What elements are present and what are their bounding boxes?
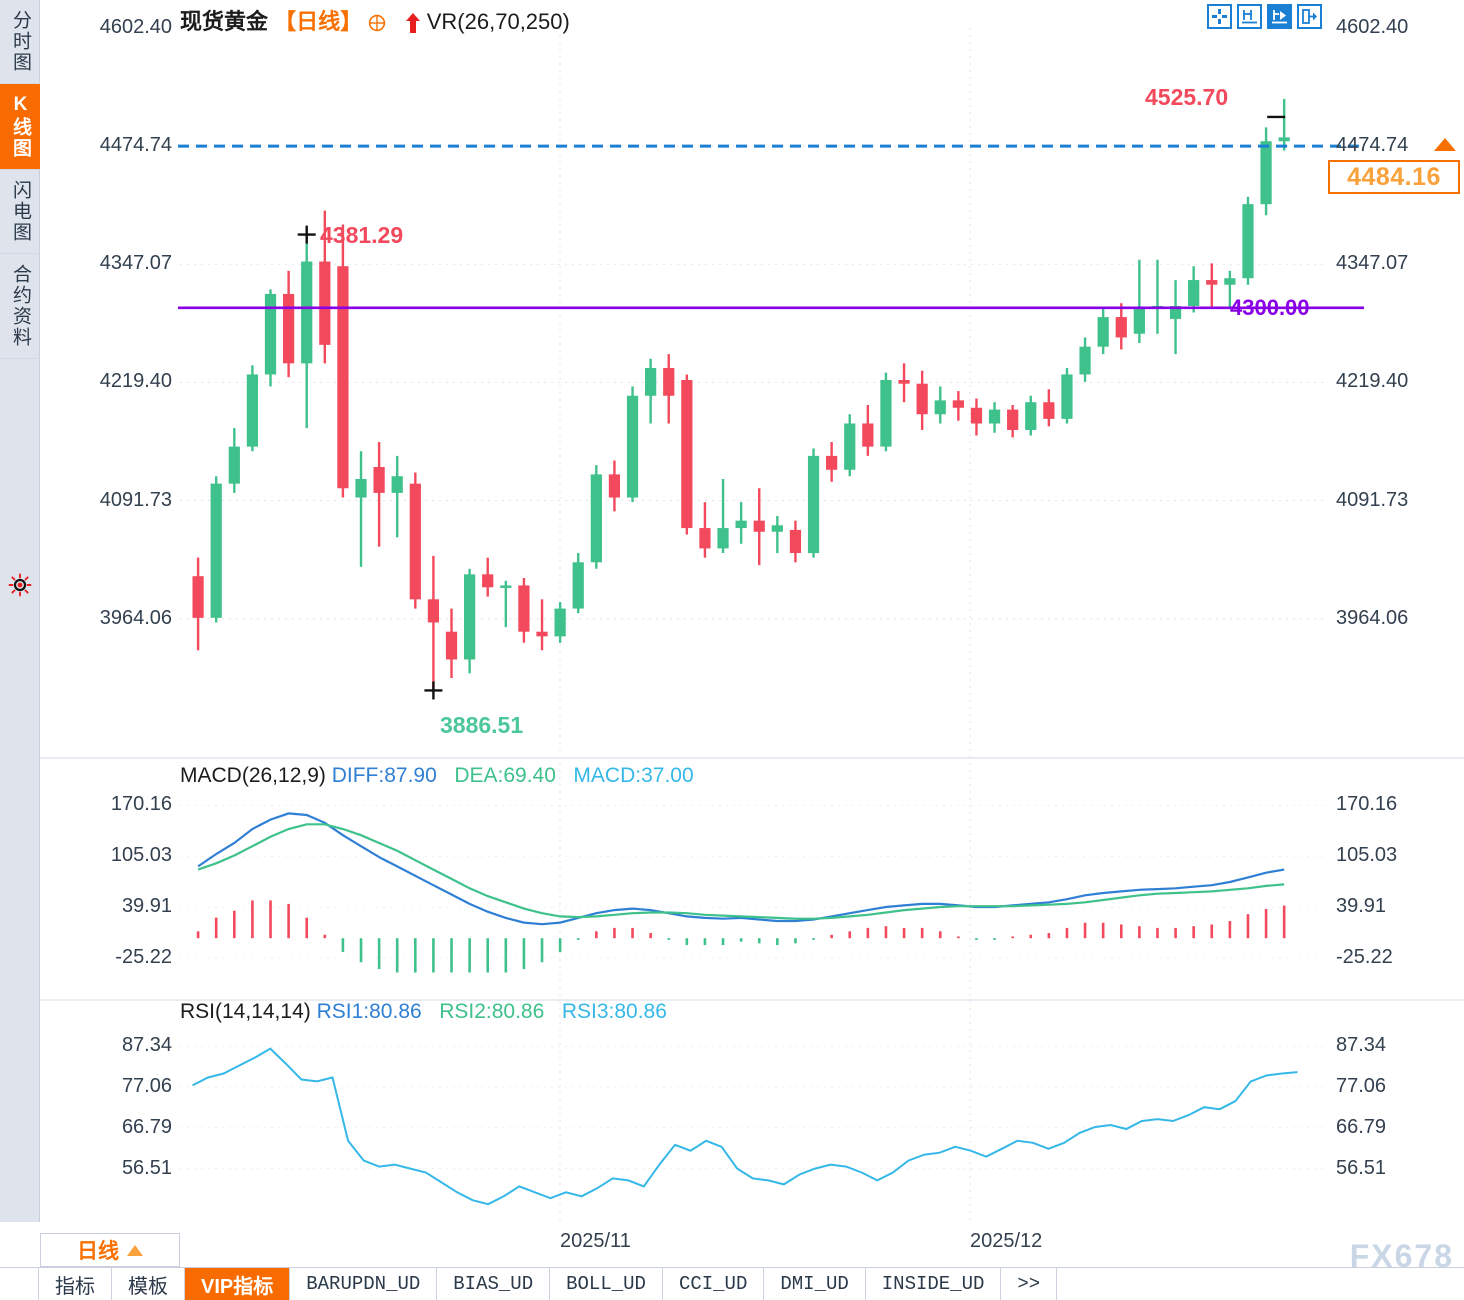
x-tick-0: 2025/11 bbox=[560, 1230, 631, 1252]
y-tick-left-price-1: 4474.74 bbox=[99, 134, 172, 157]
vr-indicator-label: VR(26,70,250) bbox=[426, 9, 570, 34]
y-tick-right-macd-0: 170.16 bbox=[1336, 793, 1398, 816]
measure-icon[interactable] bbox=[1237, 4, 1262, 29]
rsi1-legend: RSI1:80.86 bbox=[316, 1000, 422, 1023]
sidebar-item-label: K线图 bbox=[9, 94, 31, 159]
y-tick-left-macd-1: 105.03 bbox=[110, 844, 172, 867]
playback-icon[interactable] bbox=[1267, 4, 1292, 29]
y-tick-right-price-4: 4091.73 bbox=[1336, 488, 1409, 511]
annotation-period-high: 4525.70 bbox=[1145, 84, 1229, 110]
price-tag-arrow bbox=[1434, 138, 1456, 151]
y-tick-left-rsi-2: 66.79 bbox=[121, 1115, 172, 1138]
current-price-value: 4484.16 bbox=[1347, 162, 1441, 191]
tab-label: VIP指标 bbox=[201, 1275, 274, 1298]
y-tick-right-price-0: 4602.40 bbox=[1336, 16, 1409, 38]
sidebar-item-contract-info[interactable]: 合约资料 bbox=[0, 254, 40, 359]
y-tick-right-macd-1: 105.03 bbox=[1336, 844, 1398, 867]
tab-vip[interactable]: VIP指标 bbox=[185, 1268, 291, 1300]
y-tick-left-price-4: 4091.73 bbox=[99, 488, 172, 511]
annotation-swing-high: 4381.29 bbox=[320, 222, 404, 248]
tab-label: BIAS_UD bbox=[453, 1273, 534, 1295]
chart-area: 现货黄金 【日线】 VR(26,70,250) bbox=[40, 0, 1464, 1274]
y-tick-right-macd-2: 39.91 bbox=[1336, 895, 1387, 918]
macd-macd-legend: MACD:37.00 bbox=[573, 764, 694, 787]
sidebar-item-lightning[interactable]: 闪电图 bbox=[0, 170, 40, 254]
up-arrow-icon bbox=[405, 13, 420, 34]
annotation-period-low: 3886.51 bbox=[440, 712, 524, 738]
chart-plots[interactable] bbox=[40, 0, 1464, 1222]
sidebar-item-label: 合约资料 bbox=[9, 264, 31, 348]
sidebar-filler bbox=[0, 359, 39, 1222]
tab-dmi-ud[interactable]: DMI_UD bbox=[764, 1268, 866, 1300]
y-tick-left-rsi-0: 87.34 bbox=[121, 1034, 172, 1057]
y-tick-left-price-3: 4219.40 bbox=[99, 370, 172, 393]
symbol-name: 现货黄金 bbox=[180, 9, 269, 34]
tab-label: 指标 bbox=[55, 1275, 95, 1298]
period-selector[interactable]: 日线 bbox=[40, 1233, 180, 1267]
period-label: 【日线】 bbox=[274, 9, 363, 34]
chart-tool-buttons bbox=[1207, 4, 1322, 29]
macd-title-text: MACD(26,12,9) bbox=[180, 764, 326, 787]
y-tick-left-price-2: 4347.07 bbox=[99, 252, 172, 275]
y-tick-left-rsi-1: 77.06 bbox=[121, 1075, 172, 1098]
rsi-panel-title: RSI(14,14,14) RSI1:80.86 RSI2:80.86 RSI3… bbox=[180, 1000, 667, 1024]
sun-icon[interactable] bbox=[8, 573, 32, 597]
y-tick-left-price-0: 4602.40 bbox=[99, 16, 172, 38]
tab-label: BARUPDN_UD bbox=[306, 1273, 421, 1295]
tab-[interactable]: >> bbox=[1001, 1268, 1058, 1300]
circle-cross-icon[interactable] bbox=[368, 14, 386, 32]
left-sidebar: 分时图 K线图 闪电图 合约资料 bbox=[0, 0, 40, 1222]
sidebar-item-timeshare[interactable]: 分时图 bbox=[0, 0, 40, 84]
y-tick-right-price-2: 4347.07 bbox=[1336, 252, 1409, 275]
crosshair-move-icon[interactable] bbox=[1207, 4, 1232, 29]
tab-[interactable]: 指标 bbox=[38, 1268, 112, 1300]
tab-inside-ud[interactable]: INSIDE_UD bbox=[866, 1268, 1002, 1300]
rsi-title-text: RSI(14,14,14) bbox=[180, 1000, 311, 1023]
y-tick-left-price-5: 3964.06 bbox=[99, 606, 172, 629]
y-tick-left-macd-0: 170.16 bbox=[110, 793, 172, 816]
tab-label: >> bbox=[1017, 1273, 1041, 1295]
y-tick-right-rsi-2: 66.79 bbox=[1336, 1115, 1387, 1138]
tab-boll-ud[interactable]: BOLL_UD bbox=[550, 1268, 663, 1300]
rsi2-legend: RSI2:80.86 bbox=[439, 1000, 545, 1023]
tab-label: INSIDE_UD bbox=[881, 1273, 985, 1295]
indicator-tabbar: 指标 模板 VIP指标 BARUPDN_UD BIAS_UD BOLL_UD CCI_UD D… bbox=[0, 1267, 1464, 1300]
x-tick-1: 2025/12 bbox=[970, 1230, 1043, 1252]
exit-icon[interactable] bbox=[1297, 4, 1322, 29]
y-tick-right-price-1: 4474.74 bbox=[1336, 134, 1409, 157]
macd-dea-legend: DEA:69.40 bbox=[454, 764, 556, 787]
chart-header: 现货黄金 【日线】 VR(26,70,250) bbox=[180, 4, 570, 36]
tab-label: DMI_UD bbox=[780, 1273, 849, 1295]
tab-label: 模板 bbox=[128, 1275, 168, 1298]
tab-label: CCI_UD bbox=[678, 1273, 748, 1295]
annotation-hline-label: 4300.00 bbox=[1230, 295, 1310, 320]
tab-label: BOLL_UD bbox=[566, 1273, 646, 1295]
sidebar-item-label: 分时图 bbox=[9, 10, 31, 73]
sidebar-item-label: 闪电图 bbox=[9, 180, 31, 243]
y-tick-right-rsi-0: 87.34 bbox=[1336, 1034, 1387, 1057]
y-tick-left-rsi-3: 56.51 bbox=[121, 1156, 172, 1179]
sidebar-item-kline[interactable]: K线图 bbox=[0, 84, 40, 170]
y-tick-right-rsi-3: 56.51 bbox=[1336, 1156, 1387, 1179]
y-tick-left-macd-3: -25.22 bbox=[115, 945, 172, 968]
current-price-tag[interactable]: 4484.16 bbox=[1328, 160, 1460, 194]
tab-barupdn-ud[interactable]: BARUPDN_UD bbox=[290, 1268, 438, 1300]
y-tick-left-macd-2: 39.91 bbox=[121, 895, 172, 918]
triangle-up-icon bbox=[127, 1244, 143, 1256]
tab-[interactable]: 模板 bbox=[112, 1268, 185, 1300]
y-tick-right-price-3: 4219.40 bbox=[1336, 370, 1409, 393]
macd-panel-title: MACD(26,12,9) DIFF:87.90 DEA:69.40 MACD:… bbox=[180, 764, 694, 788]
y-tick-right-price-5: 3964.06 bbox=[1336, 606, 1409, 629]
y-tick-right-rsi-1: 77.06 bbox=[1336, 1075, 1387, 1098]
macd-diff-legend: DIFF:87.90 bbox=[331, 764, 437, 787]
rsi3-legend: RSI3:80.86 bbox=[561, 1000, 667, 1023]
y-tick-right-macd-3: -25.22 bbox=[1336, 945, 1393, 968]
period-selector-label: 日线 bbox=[77, 1240, 119, 1263]
tab-bias-ud[interactable]: BIAS_UD bbox=[437, 1268, 551, 1300]
tab-cci-ud[interactable]: CCI_UD bbox=[663, 1268, 765, 1300]
